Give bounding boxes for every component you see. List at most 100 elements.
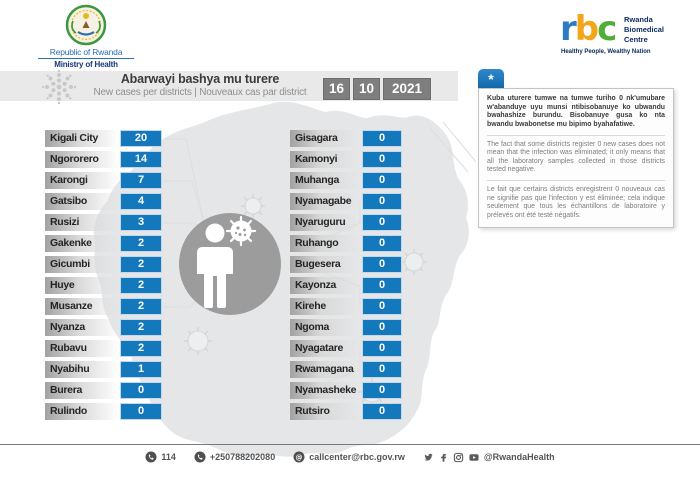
date-year: 2021 xyxy=(383,78,431,100)
district-label: Burera xyxy=(45,382,119,399)
district-value: 0 xyxy=(362,235,402,252)
district-label: Nyamasheke xyxy=(290,382,358,399)
district-row: Bugesera 0 xyxy=(290,256,402,273)
district-label: Gisagara xyxy=(290,130,358,147)
page-subtitle: New cases per districts | Nouveaux cas p… xyxy=(93,87,307,98)
district-label: Bugesera xyxy=(290,256,358,273)
rbc-lettermark: rbc xyxy=(560,9,617,49)
social-item[interactable]: @RwandaHealth xyxy=(423,452,555,463)
district-label: Muhanga xyxy=(290,172,358,189)
district-row: Gakenke 2 xyxy=(45,235,162,252)
district-value: 1 xyxy=(120,361,162,378)
footer-divider xyxy=(0,444,700,445)
district-value: 0 xyxy=(362,361,402,378)
district-label: Kamonyi xyxy=(290,151,358,168)
district-row: Rutsiro 0 xyxy=(290,403,402,420)
district-value: 0 xyxy=(120,382,162,399)
svg-text:@: @ xyxy=(296,453,303,461)
district-list-left: Kigali City 20 Ngororero 14 Karongi 7 Ga… xyxy=(45,130,162,424)
district-row: Nyamasheke 0 xyxy=(290,382,402,399)
district-row: Gicumbi 2 xyxy=(45,256,162,273)
district-value: 2 xyxy=(120,277,162,294)
ministry-of-health-label: Ministry of Health xyxy=(54,60,118,69)
district-value: 0 xyxy=(362,193,402,210)
district-label: Rutsiro xyxy=(290,403,358,420)
date-day: 16 xyxy=(323,78,350,100)
hotline-item[interactable]: 114 xyxy=(145,451,176,463)
district-label: Ngororero xyxy=(45,151,119,168)
district-row: Nyamagabe 0 xyxy=(290,193,402,210)
district-row: Ngororero 14 xyxy=(45,151,162,168)
district-row: Ruhango 0 xyxy=(290,235,402,252)
email-item[interactable]: @ callcenter@rbc.gov.rw xyxy=(293,451,405,463)
district-row: Huye 2 xyxy=(45,277,162,294)
district-value: 14 xyxy=(120,151,162,168)
district-row: Nyagatare 0 xyxy=(290,340,402,357)
district-row: Burera 0 xyxy=(45,382,162,399)
district-label: Nyamagabe xyxy=(290,193,358,210)
district-value: 0 xyxy=(362,130,402,147)
zero-cases-disclaimer-box: Kuba uturere tumwe na tumwe turiho 0 nk'… xyxy=(478,88,674,228)
youtube-icon xyxy=(469,453,479,461)
district-value: 4 xyxy=(120,193,162,210)
district-label: Gakenke xyxy=(45,235,119,252)
district-value: 2 xyxy=(120,340,162,357)
district-value: 0 xyxy=(120,403,162,420)
district-label: Kayonza xyxy=(290,277,358,294)
rbc-tagline: Healthy People, Wealthy Nation xyxy=(561,49,651,55)
district-list-right: Gisagara 0 Kamonyi 0 Muhanga 0 Nyamagabe… xyxy=(290,130,402,424)
district-value: 2 xyxy=(120,235,162,252)
district-value: 0 xyxy=(362,277,402,294)
district-value: 0 xyxy=(362,214,402,231)
hotline-number: 114 xyxy=(161,452,176,462)
district-row: Rubavu 2 xyxy=(45,340,162,357)
district-value: 3 xyxy=(120,214,162,231)
district-value: 2 xyxy=(120,298,162,315)
district-value: 0 xyxy=(362,151,402,168)
twitter-icon xyxy=(424,453,433,461)
district-label: Gicumbi xyxy=(45,256,119,273)
district-label: Rubavu xyxy=(45,340,119,357)
district-row: Nyanza 2 xyxy=(45,319,162,336)
district-value: 20 xyxy=(120,130,162,147)
date-month: 10 xyxy=(353,78,380,100)
district-label: Rwamagana xyxy=(290,361,358,378)
phone-number: +250788202080 xyxy=(209,452,276,462)
disclaimer-french: Le fait que certains districts enregistr… xyxy=(487,186,665,219)
social-handle: @RwandaHealth xyxy=(483,452,555,462)
divider xyxy=(487,180,665,181)
district-label: Kigali City xyxy=(45,130,119,147)
district-label: Nyaruguru xyxy=(290,214,358,231)
district-label: Gatsibo xyxy=(45,193,119,210)
district-row: Muhanga 0 xyxy=(290,172,402,189)
district-label: Kirehe xyxy=(290,298,358,315)
disclaimer-kinyarwanda: Kuba uturere tumwe na tumwe turiho 0 nk'… xyxy=(487,95,665,128)
district-row: Ngoma 0 xyxy=(290,319,402,336)
district-row: Kamonyi 0 xyxy=(290,151,402,168)
district-value: 2 xyxy=(120,256,162,273)
district-label: Ruhango xyxy=(290,235,358,252)
person-virus-icon xyxy=(179,213,281,315)
district-row: Nyaruguru 0 xyxy=(290,214,402,231)
district-row: Nyabihu 1 xyxy=(45,361,162,378)
district-value: 0 xyxy=(362,319,402,336)
phone-icon xyxy=(145,451,157,463)
phone-item[interactable]: +250788202080 xyxy=(194,451,275,463)
district-label: Nyanza xyxy=(45,319,119,336)
divider xyxy=(487,134,665,136)
district-row: Gatsibo 4 xyxy=(45,193,162,210)
district-label: Huye xyxy=(45,277,119,294)
district-label: Rulindo xyxy=(45,403,119,420)
district-row: Rwamagana 0 xyxy=(290,361,402,378)
footer-contact-bar: 114 +250788202080 @ callcenter@rbc.gov.r… xyxy=(0,451,700,463)
district-row: Rusizi 3 xyxy=(45,214,162,231)
district-value: 2 xyxy=(120,319,162,336)
district-value: 0 xyxy=(362,298,402,315)
instagram-icon xyxy=(453,452,464,462)
email-icon: @ xyxy=(293,451,305,463)
district-value: 0 xyxy=(362,382,402,399)
district-row: Karongi 7 xyxy=(45,172,162,189)
report-date: 16 10 2021 xyxy=(323,78,431,100)
info-box-asterisk-tab: * xyxy=(478,69,504,88)
district-label: Rusizi xyxy=(45,214,119,231)
